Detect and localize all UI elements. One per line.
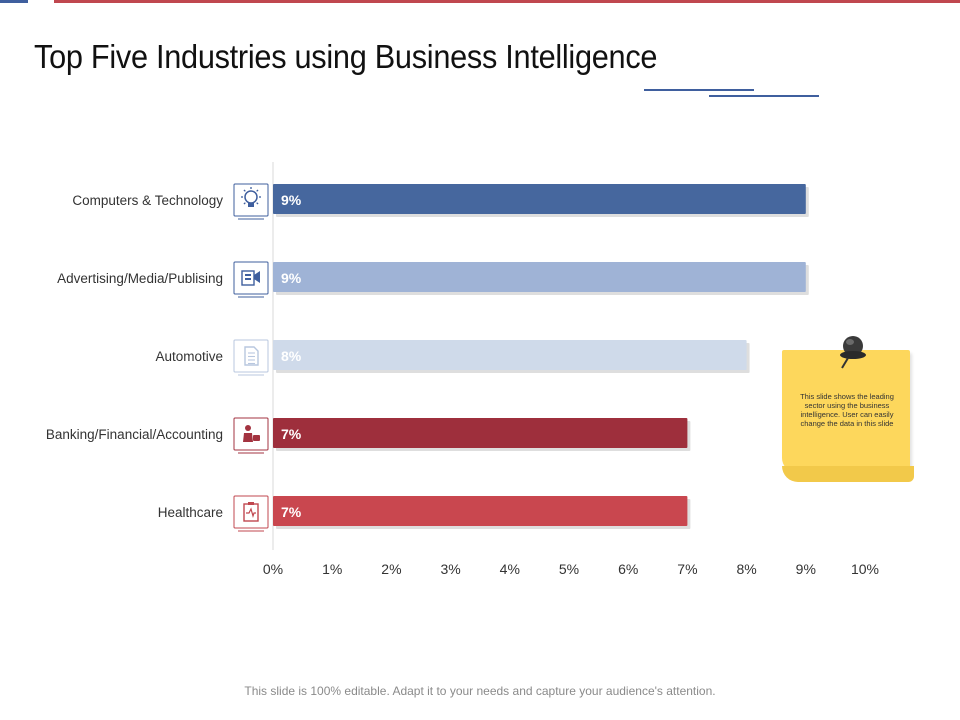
sticky-note-text: This slide shows the leading sector usin… bbox=[800, 392, 894, 428]
media-icon bbox=[241, 270, 260, 286]
x-tick-label: 1% bbox=[322, 561, 342, 577]
bar-value-label: 9% bbox=[281, 192, 302, 208]
x-tick-label: 6% bbox=[618, 561, 638, 577]
x-tick-label: 0% bbox=[263, 561, 283, 577]
icon-frame bbox=[233, 495, 269, 529]
x-tick-label: 3% bbox=[440, 561, 460, 577]
bar-value-label: 7% bbox=[281, 426, 302, 442]
bar bbox=[273, 418, 688, 448]
title-underline-1 bbox=[644, 89, 754, 91]
category-label: Banking/Financial/Accounting bbox=[46, 427, 223, 442]
sticky-note bbox=[782, 350, 910, 472]
category-label: Computers & Technology bbox=[72, 193, 223, 208]
category-label: Advertising/Media/Publising bbox=[57, 271, 223, 286]
top-accent-bar-blue bbox=[0, 0, 28, 3]
x-tick-label: 7% bbox=[677, 561, 697, 577]
bar bbox=[273, 184, 806, 214]
pushpin-icon bbox=[840, 336, 866, 369]
banker-icon bbox=[243, 425, 260, 442]
bar-value-label: 8% bbox=[281, 348, 302, 364]
x-tick-label: 4% bbox=[500, 561, 520, 577]
footer-text: This slide is 100% editable. Adapt it to… bbox=[244, 684, 716, 698]
bar bbox=[273, 496, 688, 526]
category-label: Healthcare bbox=[158, 505, 223, 520]
x-tick-label: 8% bbox=[736, 561, 756, 577]
icon-frame bbox=[233, 183, 269, 217]
page-title: Top Five Industries using Business Intel… bbox=[34, 38, 658, 75]
title-underline-2 bbox=[709, 95, 819, 97]
x-tick-label: 5% bbox=[559, 561, 579, 577]
bar-value-label: 7% bbox=[281, 504, 302, 520]
category-label: Automotive bbox=[155, 349, 223, 364]
lightbulb-gear-icon bbox=[241, 187, 261, 207]
document-icon bbox=[244, 346, 259, 366]
sticky-note-curl bbox=[782, 466, 914, 482]
bar bbox=[273, 262, 806, 292]
bar-value-label: 9% bbox=[281, 270, 302, 286]
medical-clipboard-icon bbox=[243, 502, 259, 522]
x-tick-label: 9% bbox=[796, 561, 816, 577]
bar bbox=[273, 340, 747, 370]
x-tick-label: 2% bbox=[381, 561, 401, 577]
top-accent-bar-red bbox=[54, 0, 960, 3]
x-tick-label: 10% bbox=[851, 561, 879, 577]
